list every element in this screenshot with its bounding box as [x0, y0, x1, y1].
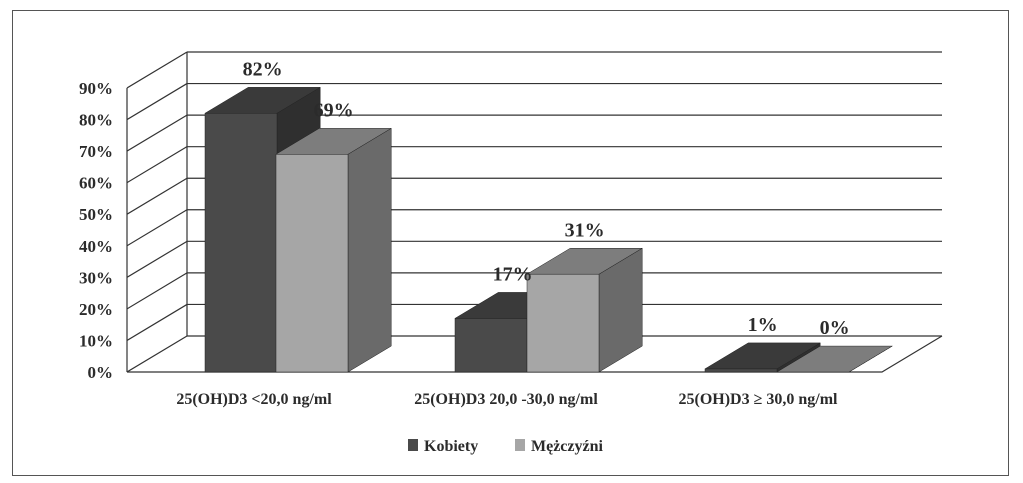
gridline-diagonal: [126, 272, 188, 310]
data-label-kobiety: 82%: [243, 58, 283, 80]
data-label-mezczyzni: 69%: [314, 99, 354, 121]
bar-kobiety-3: [704, 342, 822, 373]
gridline-diagonal: [126, 83, 188, 121]
legend-item-kobiety: Kobiety: [408, 438, 478, 455]
legend-swatch: [408, 439, 418, 451]
gridline-diagonal: [126, 177, 188, 215]
x-axis-categories: 25(OH)D3 <20,0 ng/ml 25(OH)D3 20,0 -30,0 …: [176, 391, 838, 408]
legend-label: Kobiety: [424, 438, 478, 455]
gridline-diagonal: [126, 114, 188, 152]
y-tick-label: 50%: [79, 205, 113, 224]
y-tick-label: 90%: [79, 79, 113, 98]
data-label-mezczyzni: 0%: [820, 317, 850, 339]
bars: [204, 86, 894, 373]
data-labels: 82% 17% 1% 69% 31% 0%: [243, 58, 850, 339]
gridline-diagonal: [126, 335, 188, 373]
x-category-label: 25(OH)D3 ≥ 30,0 ng/ml: [679, 391, 839, 408]
gridline-diagonal: [126, 146, 188, 184]
bar-mezczyzni-1: [275, 127, 393, 373]
legend: Kobiety Mężczyźni: [408, 438, 604, 455]
bar-mezczyzni-2: [526, 247, 644, 373]
gridline-diagonal: [126, 240, 188, 278]
y-tick-label: 70%: [79, 142, 113, 161]
y-axis-ticks: 0% 10% 20% 30% 40% 50% 60% 70% 80% 90%: [79, 79, 113, 382]
x-category-label: 25(OH)D3 20,0 -30,0 ng/ml: [414, 391, 598, 408]
data-label-kobiety: 1%: [748, 314, 778, 336]
bar-mezczyzni-3: [776, 345, 894, 373]
data-label-kobiety: 17%: [493, 263, 533, 285]
y-tick-label: 30%: [79, 268, 113, 287]
y-tick-label: 60%: [79, 174, 113, 193]
y-tick-label: 40%: [79, 237, 113, 256]
y-tick-label: 20%: [79, 300, 113, 319]
chart-frame: [12, 10, 1009, 476]
y-tick-label: 80%: [79, 111, 113, 130]
y-tick-label: 0%: [88, 363, 114, 382]
legend-swatch: [515, 439, 525, 451]
data-label-mezczyzni: 31%: [565, 219, 605, 241]
floor-edge: [127, 335, 943, 373]
legend-item-mezczyzni: Mężczyźni: [515, 438, 604, 455]
x-category-label: 25(OH)D3 <20,0 ng/ml: [176, 391, 332, 408]
y-tick-label: 10%: [79, 331, 113, 350]
gridline-diagonal: [126, 51, 188, 89]
gridline-diagonal: [126, 303, 188, 341]
gridline-diagonal: [126, 209, 188, 247]
legend-label: Mężczyźni: [531, 438, 604, 455]
